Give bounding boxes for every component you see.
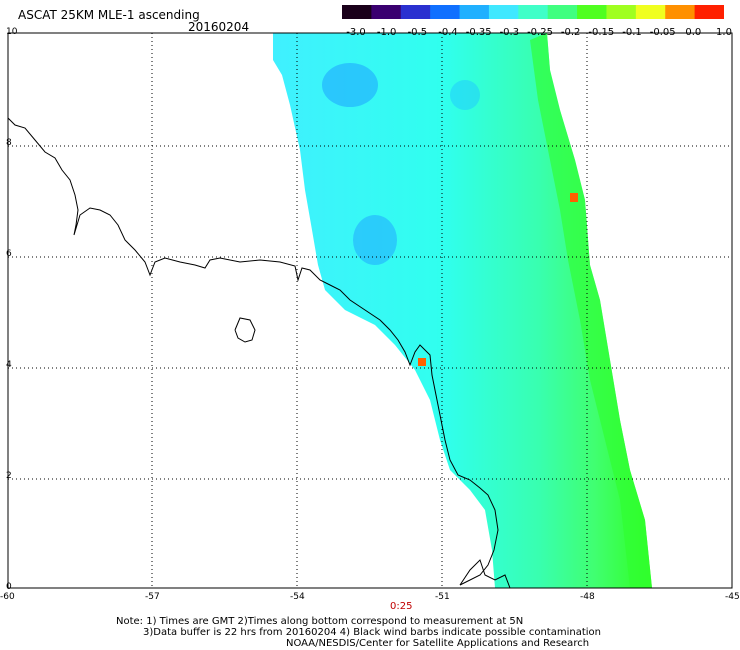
swath-hotspot: [570, 193, 578, 202]
coastline-island: [234, 317, 256, 343]
colorbar-label: -0.15: [588, 27, 615, 38]
chart-title: ASCAT 25KM MLE-1 ascending: [18, 8, 200, 22]
x-tick-label: -48: [580, 592, 595, 602]
colorbar-swatch: [606, 5, 637, 19]
x-tick-label: -60: [0, 592, 15, 602]
colorbar-label: -1.0: [376, 27, 397, 38]
x-tick-label: -57: [145, 592, 160, 602]
colorbar-swatch: [400, 5, 431, 19]
note-line-3: NOAA/NESDIS/Center for Satellite Applica…: [286, 638, 590, 649]
y-tick-label: 2: [6, 471, 12, 481]
colorbar-label: -0.2: [560, 27, 581, 38]
y-tick-label: 6: [6, 249, 12, 259]
y-tick-label: 4: [6, 360, 12, 370]
x-tick-label: -45: [725, 592, 740, 602]
swath-patch: [322, 63, 378, 107]
colorbar-label: -3.0: [346, 27, 366, 38]
coastline: [459, 559, 511, 589]
colorbar-label: -0.25: [527, 27, 553, 38]
colorbar-swatch: [518, 5, 549, 19]
colorbar-swatch: [694, 5, 724, 19]
y-tick-label: 8: [6, 138, 12, 148]
swath-patch: [353, 215, 397, 265]
colorbar: [342, 5, 724, 19]
colorbar-swatch: [665, 5, 696, 19]
colorbar-swatch: [342, 5, 372, 19]
time-label: 0:25: [390, 601, 413, 612]
colorbar-label: -0.3: [499, 27, 520, 38]
colorbar-label: -0.1: [622, 27, 642, 38]
colorbar-label: 1.0: [716, 27, 732, 38]
note-line-2: 3)Data buffer is 22 hrs from 20160204 4)…: [143, 627, 601, 638]
colorbar-label: -0.05: [649, 27, 676, 38]
colorbar-swatch: [430, 5, 461, 19]
grid: [8, 33, 732, 588]
x-tick-label: -51: [435, 592, 450, 602]
colorbar-swatch: [577, 5, 607, 19]
colorbar-swatch: [459, 5, 490, 19]
colorbar-label: 0.0: [685, 27, 702, 38]
colorbar-swatch: [635, 5, 666, 19]
coastline: [7, 117, 499, 586]
swath-patch: [450, 80, 480, 110]
colorbar-label: -0.5: [407, 27, 428, 38]
x-tick-label: -54: [290, 592, 305, 602]
colorbar-swatch: [547, 5, 578, 19]
colorbar-swatch: [371, 5, 402, 19]
colorbar-swatch: [488, 5, 519, 19]
y-tick-label: 10: [6, 27, 18, 37]
colorbar-label: -0.4: [438, 27, 458, 38]
plot-frame: [7, 32, 733, 589]
note-line-1: Note: 1) Times are GMT 2)Times along bot…: [116, 616, 524, 627]
swath-hotspot: [418, 358, 426, 366]
y-tick-label: 0: [6, 582, 12, 592]
colorbar-label: -0.35: [465, 27, 492, 38]
swath-edge-green: [530, 33, 652, 588]
chart-date: 20160204: [188, 20, 250, 34]
